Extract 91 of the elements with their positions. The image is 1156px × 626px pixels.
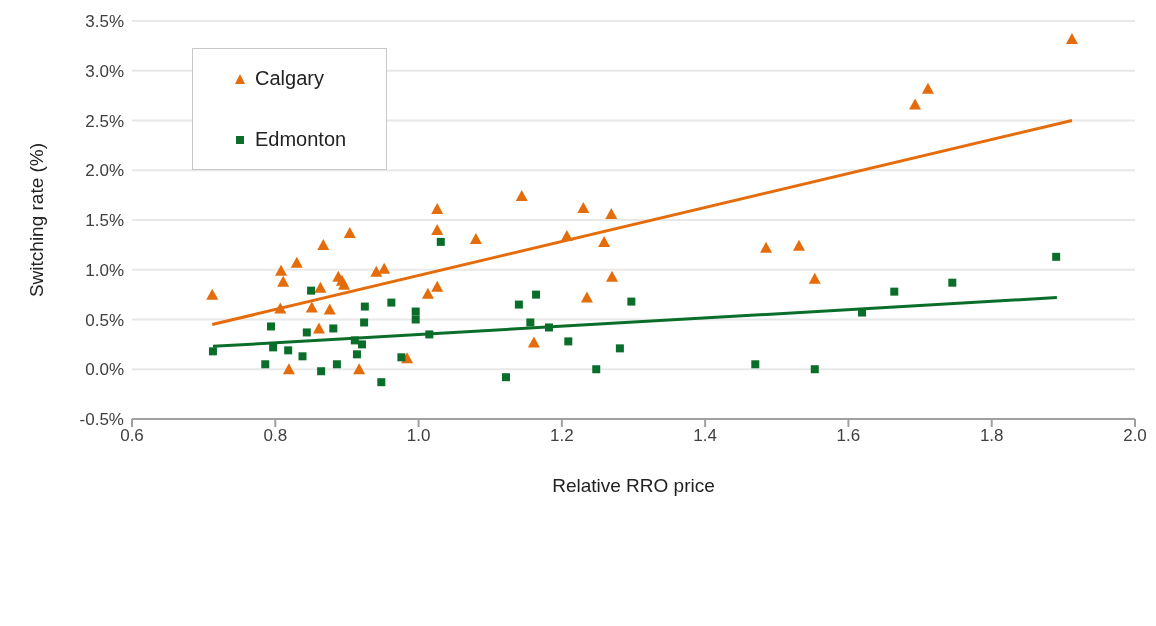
point <box>751 360 760 369</box>
point <box>338 278 351 290</box>
point <box>370 265 383 277</box>
x-tick-label: 1.4 <box>693 426 717 446</box>
x-tick-label: 1.2 <box>550 426 574 446</box>
point <box>605 208 618 220</box>
point <box>411 307 420 316</box>
point <box>532 290 541 299</box>
point <box>921 82 934 94</box>
x-axis-title: Relative RRO price <box>552 475 715 496</box>
point <box>615 344 624 353</box>
point <box>501 373 510 382</box>
point <box>378 262 391 274</box>
legend-label: Calgary <box>255 67 324 90</box>
point <box>269 343 278 352</box>
point <box>323 303 336 315</box>
point <box>909 98 922 110</box>
point <box>298 352 307 361</box>
point <box>580 291 593 303</box>
y-tick-label: 2.0% <box>85 161 124 181</box>
point <box>544 323 553 332</box>
point <box>343 226 356 238</box>
point <box>305 301 318 313</box>
point <box>317 238 330 250</box>
point <box>760 241 773 253</box>
point <box>808 272 821 284</box>
point <box>606 270 619 282</box>
y-tick-label: 1.0% <box>85 260 124 280</box>
point <box>469 232 482 244</box>
point <box>526 318 535 327</box>
point <box>261 360 270 369</box>
point <box>208 347 217 356</box>
point <box>317 367 326 376</box>
point <box>397 353 406 362</box>
point <box>302 328 311 337</box>
point <box>277 275 290 287</box>
point <box>353 363 366 375</box>
point <box>274 302 287 314</box>
point <box>284 346 293 355</box>
point <box>314 281 327 293</box>
y-tick-label: 3.5% <box>85 12 124 32</box>
point <box>527 336 540 348</box>
point <box>332 360 341 369</box>
x-tick-label: 1.0 <box>406 426 431 446</box>
point <box>411 315 420 324</box>
point <box>360 302 369 311</box>
point <box>307 286 316 295</box>
point <box>206 288 219 300</box>
point <box>560 229 573 241</box>
x-tick-label: 1.6 <box>836 426 861 446</box>
point <box>1052 252 1061 261</box>
point <box>598 235 611 247</box>
point <box>425 330 434 339</box>
point <box>357 340 366 349</box>
point <box>436 237 445 246</box>
point <box>275 264 288 276</box>
point <box>890 287 899 296</box>
point <box>290 256 303 268</box>
point <box>266 322 275 331</box>
y-tick-label: 2.5% <box>85 111 124 131</box>
point <box>1065 32 1078 44</box>
point <box>564 337 573 346</box>
point <box>514 300 523 309</box>
point <box>810 365 819 374</box>
point <box>431 223 444 235</box>
x-tick-label: 1.8 <box>979 426 1004 446</box>
y-tick-label: 0.0% <box>85 360 124 380</box>
x-tick-label: 0.8 <box>263 426 288 446</box>
point <box>387 298 396 307</box>
point <box>350 336 359 345</box>
point <box>577 202 590 214</box>
point <box>329 324 338 333</box>
x-tick-label: 2.0 <box>1123 426 1147 446</box>
y-tick-label: 1.5% <box>85 211 124 231</box>
y-axis-title: Switching rate (%) <box>25 142 47 298</box>
point <box>421 287 434 299</box>
point <box>312 322 325 334</box>
point <box>282 363 295 375</box>
legend-label: Edmonton <box>255 128 347 151</box>
y-tick-label: 3.0% <box>85 61 124 81</box>
point <box>627 297 636 306</box>
point <box>431 203 444 215</box>
point <box>948 278 957 287</box>
y-tick-label: 0.5% <box>85 310 124 330</box>
point <box>377 378 386 387</box>
point <box>792 239 805 251</box>
point <box>360 318 369 327</box>
point <box>515 190 528 202</box>
point <box>352 350 361 359</box>
point <box>592 365 601 374</box>
point <box>431 280 444 292</box>
